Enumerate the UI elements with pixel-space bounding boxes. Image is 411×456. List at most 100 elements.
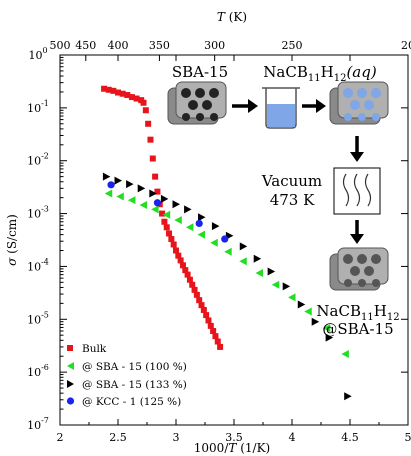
- data-point-series-0: [105, 86, 112, 93]
- top-x-tick-label: 250: [282, 39, 303, 52]
- data-point-series-0: [189, 281, 196, 288]
- data-point-series-3: [221, 235, 229, 243]
- top-x-axis-title: T (K): [217, 10, 247, 24]
- inset-label-product-host: @SBA-15: [322, 320, 393, 338]
- data-point-series-2: [267, 267, 276, 276]
- data-point-series-0: [179, 262, 186, 269]
- data-markers: [101, 85, 352, 401]
- arrow-right-icon: [232, 99, 258, 113]
- data-point-series-0: [161, 218, 168, 225]
- data-point-series-3: [107, 181, 115, 189]
- data-point-series-0: [152, 173, 159, 180]
- data-point-series-0: [115, 89, 121, 96]
- data-point-series-0: [212, 333, 219, 340]
- top-x-tick-label: 350: [149, 39, 170, 52]
- x-axis-title: 1000/T (1/K): [194, 441, 270, 455]
- data-point-series-1: [185, 223, 194, 232]
- top-x-tick-label: 500: [50, 39, 71, 52]
- data-point-series-1: [304, 307, 312, 316]
- data-point-series-0: [198, 302, 205, 309]
- data-point-series-2: [126, 180, 134, 189]
- legend-label-kcc1: @ KCC - 1 (125 %): [82, 396, 181, 408]
- data-point-series-1: [127, 196, 136, 205]
- data-point-series-0: [175, 252, 182, 259]
- data-point-series-1: [210, 238, 218, 247]
- data-point-series-2: [137, 184, 146, 193]
- data-point-series-0: [140, 99, 147, 106]
- y-axis-title: σ (S/cm): [5, 214, 19, 266]
- data-point-series-0: [203, 312, 210, 319]
- data-point-series-0: [184, 271, 191, 278]
- data-point-series-0: [217, 343, 224, 350]
- data-point-series-2: [211, 222, 220, 231]
- data-point-series-0: [205, 317, 212, 324]
- data-point-series-0: [119, 90, 126, 97]
- data-point-series-2: [102, 172, 111, 181]
- data-point-series-0: [207, 322, 214, 329]
- data-point-series-0: [191, 286, 198, 293]
- data-point-series-0: [133, 95, 140, 102]
- data-point-series-3: [153, 199, 162, 207]
- inset-label-product-formula: NaCB11H12: [316, 302, 399, 323]
- data-point-series-2: [325, 333, 334, 342]
- inset-label-nacb-aq: NaCB11H12(aq): [263, 63, 377, 84]
- data-point-series-1: [162, 210, 171, 219]
- data-point-series-0: [147, 136, 154, 143]
- sba15-porous-bundle-icon: [167, 81, 227, 125]
- axis-ticks: [59, 54, 409, 426]
- data-point-series-2: [172, 200, 180, 209]
- arrow-down-icon: [350, 136, 364, 162]
- data-point-series-3: [195, 219, 203, 228]
- data-point-series-2: [344, 392, 352, 401]
- data-point-series-0: [128, 94, 135, 101]
- data-point-series-0: [186, 276, 193, 283]
- data-point-series-2: [282, 282, 291, 291]
- data-point-series-2: [198, 213, 206, 222]
- data-point-series-1: [239, 257, 247, 266]
- legend-label-sba100: @ SBA - 15 (100 %): [82, 361, 187, 373]
- data-point-series-1: [104, 189, 113, 198]
- data-point-series-0: [166, 230, 173, 237]
- beaker-icon: [262, 87, 300, 129]
- data-point-series-1: [151, 205, 159, 214]
- data-point-series-1: [271, 280, 280, 289]
- data-point-series-2: [149, 189, 157, 198]
- legend-label-bulk: Bulk: [82, 343, 107, 355]
- arrow-down-icon: [350, 220, 364, 244]
- product-porous-bundle-icon: [329, 247, 389, 291]
- data-point-series-1: [255, 269, 264, 278]
- data-point-series-0: [154, 188, 161, 195]
- legend-label-sba133: @ SBA - 15 (133 %): [82, 379, 187, 391]
- data-point-series-1: [139, 201, 148, 210]
- data-point-series-2: [239, 242, 248, 251]
- top-x-tick-label: 20: [401, 39, 411, 52]
- x-tick-label: 2.5: [109, 431, 127, 444]
- data-point-series-0: [210, 328, 217, 335]
- x-tick-label: 4.5: [341, 431, 359, 444]
- data-point-series-1: [322, 324, 331, 333]
- data-point-series-0: [214, 338, 221, 345]
- data-point-series-0: [124, 92, 131, 99]
- x-tick-label: 5: [405, 431, 411, 444]
- data-point-series-2: [297, 300, 306, 309]
- top-x-tick-label: 450: [75, 39, 96, 52]
- data-point-series-2: [160, 194, 169, 203]
- data-point-series-0: [142, 107, 149, 114]
- data-point-series-0: [101, 85, 108, 92]
- x-tick-label: 4: [289, 431, 296, 444]
- top-x-tick-label: 300: [204, 39, 225, 52]
- data-point-series-2: [114, 176, 122, 185]
- data-point-series-0: [177, 257, 184, 264]
- data-point-series-0: [145, 120, 152, 127]
- legend-marker-sba133: [67, 380, 74, 388]
- data-point-series-0: [168, 236, 175, 243]
- data-point-series-1: [288, 293, 296, 302]
- data-point-series-1: [116, 192, 124, 201]
- x-tick-label: 3.5: [225, 431, 243, 444]
- heat-waves-icon: [333, 167, 381, 215]
- data-point-series-1: [341, 350, 349, 359]
- data-point-series-0: [110, 87, 117, 94]
- data-point-series-2: [311, 317, 320, 326]
